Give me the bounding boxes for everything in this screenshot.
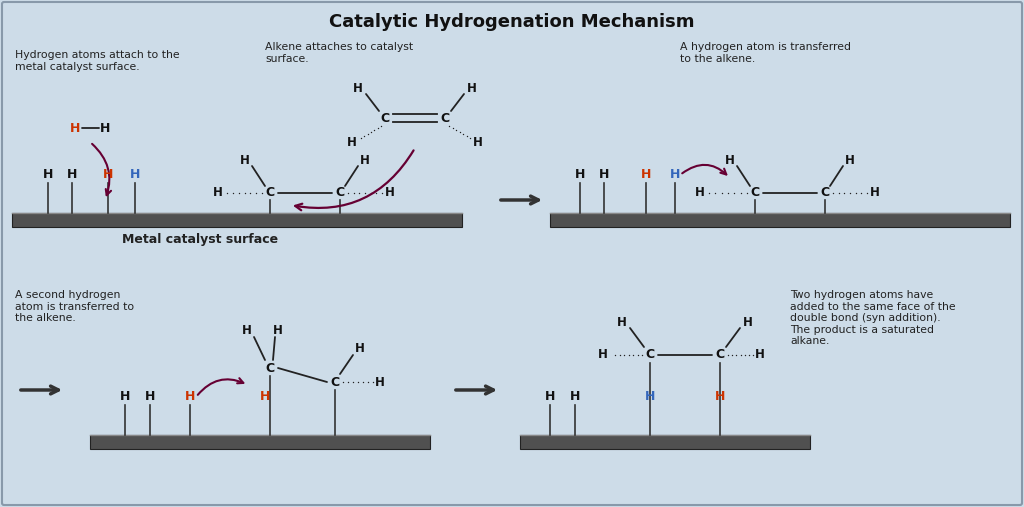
Text: H: H <box>385 187 395 199</box>
Text: H: H <box>99 122 111 134</box>
Text: H: H <box>641 168 651 182</box>
Text: Metal catalyst surface: Metal catalyst surface <box>122 234 279 246</box>
Text: H: H <box>360 154 370 166</box>
Text: H: H <box>130 168 140 182</box>
Bar <box>90 435 430 449</box>
Text: Catalytic Hydrogenation Mechanism: Catalytic Hydrogenation Mechanism <box>330 13 694 31</box>
Text: H: H <box>67 168 77 182</box>
Text: H: H <box>598 348 608 361</box>
Text: C: C <box>331 376 340 388</box>
Text: H: H <box>473 136 483 150</box>
Bar <box>12 213 462 227</box>
Text: H: H <box>645 390 655 404</box>
Text: C: C <box>645 348 654 361</box>
Text: H: H <box>43 168 53 182</box>
Text: H: H <box>695 187 705 199</box>
Text: H: H <box>70 122 80 134</box>
Text: H: H <box>353 82 362 94</box>
Text: Hydrogen atoms attach to the
metal catalyst surface.: Hydrogen atoms attach to the metal catal… <box>15 50 179 71</box>
Text: H: H <box>715 390 725 404</box>
Text: C: C <box>820 187 829 199</box>
Text: H: H <box>670 168 680 182</box>
Text: H: H <box>545 390 555 404</box>
Text: C: C <box>265 361 274 375</box>
Text: H: H <box>355 342 365 354</box>
Text: C: C <box>265 187 274 199</box>
Text: H: H <box>242 323 252 337</box>
Text: C: C <box>716 348 725 361</box>
Text: H: H <box>260 390 270 404</box>
Text: Alkene attaches to catalyst
surface.: Alkene attaches to catalyst surface. <box>265 42 413 63</box>
Text: H: H <box>144 390 156 404</box>
Text: C: C <box>336 187 344 199</box>
Text: A second hydrogen
atom is transferred to
the alkene.: A second hydrogen atom is transferred to… <box>15 290 134 323</box>
Text: H: H <box>725 154 735 166</box>
Text: H: H <box>184 390 196 404</box>
Text: H: H <box>213 187 223 199</box>
Text: H: H <box>102 168 114 182</box>
Text: H: H <box>467 82 477 94</box>
Text: H: H <box>755 348 765 361</box>
Text: H: H <box>375 376 385 388</box>
Text: A hydrogen atom is transferred
to the alkene.: A hydrogen atom is transferred to the al… <box>680 42 851 63</box>
Text: C: C <box>751 187 760 199</box>
Bar <box>520 435 810 449</box>
Bar <box>550 213 1010 227</box>
Text: H: H <box>743 315 753 329</box>
Text: H: H <box>845 154 855 166</box>
Text: H: H <box>617 315 627 329</box>
Text: Two hydrogen atoms have
added to the same face of the
double bond (syn addition): Two hydrogen atoms have added to the sam… <box>790 290 955 346</box>
Text: H: H <box>273 323 283 337</box>
Text: H: H <box>120 390 130 404</box>
Text: H: H <box>599 168 609 182</box>
Text: H: H <box>574 168 585 182</box>
Text: H: H <box>240 154 250 166</box>
Text: H: H <box>347 136 357 150</box>
Text: C: C <box>381 112 389 125</box>
Text: H: H <box>569 390 581 404</box>
Text: H: H <box>870 187 880 199</box>
Text: C: C <box>440 112 450 125</box>
